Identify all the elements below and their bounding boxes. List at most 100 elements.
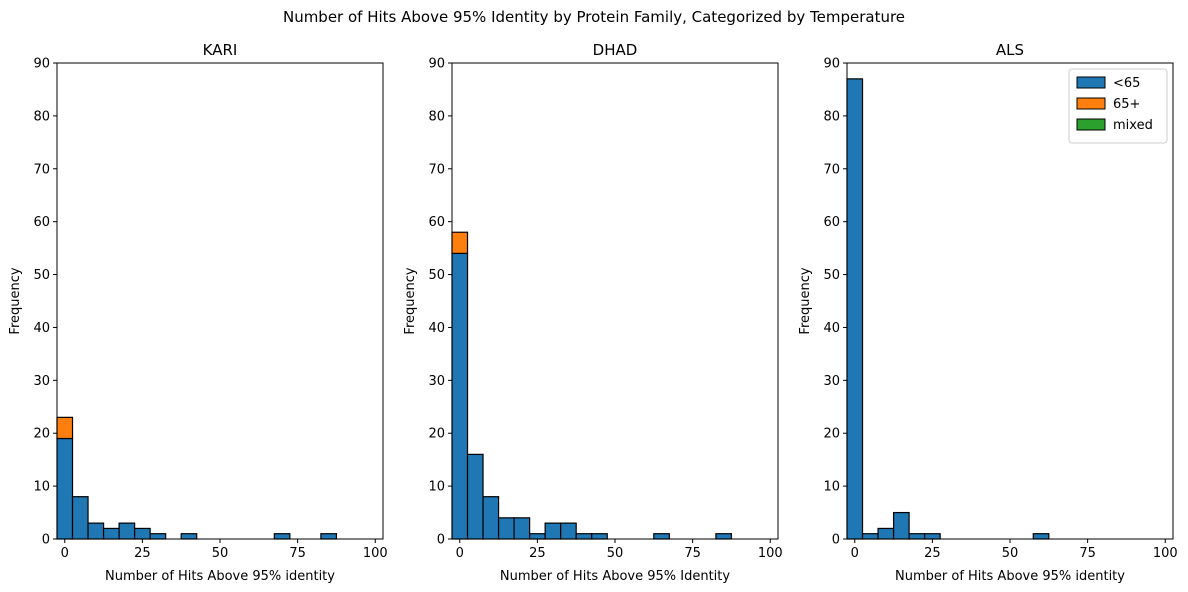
y-tick-label: 40	[33, 321, 50, 336]
y-tick-label: 60	[33, 215, 50, 230]
y-tick-label: 40	[428, 321, 445, 336]
bar	[529, 533, 546, 540]
y-tick-label: 10	[823, 480, 840, 495]
y-tick-label: 0	[832, 533, 840, 548]
x-tick-label: 50	[1002, 546, 1019, 561]
bar	[575, 533, 593, 540]
x-tick-label: 75	[1079, 546, 1096, 561]
y-tick-label: 70	[823, 162, 840, 177]
y-tick-label: 20	[428, 427, 445, 442]
legend-entry: 65+	[1113, 97, 1140, 112]
panel-title: DHAD	[593, 41, 638, 59]
bar	[451, 252, 469, 540]
y-tick-label: 80	[33, 109, 50, 124]
x-tick-label: 0	[456, 546, 464, 561]
bar	[513, 517, 531, 540]
bar	[560, 522, 577, 540]
x-tick-label: 0	[851, 546, 859, 561]
bar	[924, 533, 941, 540]
y-tick-label: 10	[428, 480, 445, 495]
y-tick-label: 50	[823, 268, 840, 283]
legend-swatch	[1076, 76, 1106, 89]
x-axis-label: Number of Hits Above 95% identity	[105, 569, 335, 584]
legend-entry: mixed	[1113, 118, 1153, 133]
y-tick-label: 90	[33, 57, 50, 72]
y-tick-label: 80	[428, 109, 445, 124]
bar	[653, 533, 670, 540]
axes-frame	[451, 62, 779, 540]
x-tick-label: 100	[1153, 546, 1178, 561]
bar	[892, 511, 910, 540]
y-tick-label: 30	[823, 374, 840, 389]
bar	[134, 527, 151, 540]
bar	[149, 533, 167, 540]
x-tick-label: 0	[61, 546, 69, 561]
panel-kari: 0 10 20 30 40 50 60 70 80 90 0 25 50 75 100 KARI Number …	[8, 41, 388, 584]
legend-swatch	[1076, 97, 1106, 110]
y-tick-label: 50	[428, 268, 445, 283]
legend: <65 65+ mixed	[1068, 68, 1168, 144]
y-axis-label: Frequency	[798, 267, 813, 334]
y-tick-label: 0	[42, 533, 50, 548]
y-tick-label: 60	[823, 215, 840, 230]
bar	[71, 496, 89, 540]
y-tick-label: 70	[33, 162, 50, 177]
bars-kari	[56, 416, 338, 540]
y-tick-label: 20	[33, 427, 50, 442]
bar	[544, 522, 562, 540]
bar	[861, 533, 879, 540]
x-tick-label: 75	[289, 546, 306, 561]
x-tick-label: 50	[212, 546, 229, 561]
bar	[877, 527, 895, 540]
bar	[1032, 533, 1050, 540]
figure-suptitle: Number of Hits Above 95% Identity by Pro…	[283, 8, 905, 26]
y-tick-label: 30	[33, 374, 50, 389]
bar	[320, 533, 338, 540]
panel-dhad: 0 10 20 30 40 50 60 70 80 90 0 25 50 75 100 DHAD Number …	[403, 41, 783, 584]
bar	[482, 496, 500, 540]
y-tick-label: 90	[428, 57, 445, 72]
bar	[908, 533, 926, 540]
panel-title: ALS	[996, 41, 1024, 59]
y-tick-label: 50	[33, 268, 50, 283]
bar	[118, 522, 136, 540]
bar	[87, 522, 105, 540]
y-tick-label: 10	[33, 480, 50, 495]
x-tick-label: 75	[684, 546, 701, 561]
x-axis-label: Number of Hits Above 95% identity	[895, 569, 1125, 584]
panel-title: KARI	[203, 41, 238, 59]
y-tick-label: 20	[823, 427, 840, 442]
y-tick-label: 90	[823, 57, 840, 72]
bar	[451, 231, 469, 255]
y-tick-label: 30	[428, 374, 445, 389]
legend-swatch	[1076, 118, 1106, 131]
bars-dhad	[451, 231, 733, 540]
bar	[102, 527, 120, 540]
bar	[180, 533, 198, 540]
y-tick-label: 0	[437, 533, 445, 548]
y-axis-label: Frequency	[403, 267, 418, 334]
x-axis-label: Number of Hits Above 95% Identity	[500, 569, 730, 584]
y-axis-label: Frequency	[8, 267, 23, 334]
x-tick-label: 25	[529, 546, 546, 561]
legend-entry: <65	[1113, 76, 1140, 91]
panel-als: 0 10 20 30 40 50 60 70 80 90 0 25 50 75 100 ALS Number o…	[798, 41, 1178, 584]
x-tick-label: 25	[134, 546, 151, 561]
x-tick-label: 25	[924, 546, 941, 561]
axes-frame	[56, 62, 384, 540]
bar	[56, 437, 74, 540]
x-tick-label: 100	[363, 546, 388, 561]
bar	[497, 517, 515, 540]
x-tick-label: 50	[607, 546, 624, 561]
bar	[715, 533, 733, 540]
y-tick-label: 70	[428, 162, 445, 177]
bar	[591, 533, 608, 540]
bar	[846, 78, 864, 540]
y-tick-label: 80	[823, 109, 840, 124]
y-tick-label: 60	[428, 215, 445, 230]
bar	[466, 453, 484, 540]
x-tick-label: 100	[758, 546, 783, 561]
bar	[273, 533, 291, 540]
y-tick-label: 40	[823, 321, 840, 336]
